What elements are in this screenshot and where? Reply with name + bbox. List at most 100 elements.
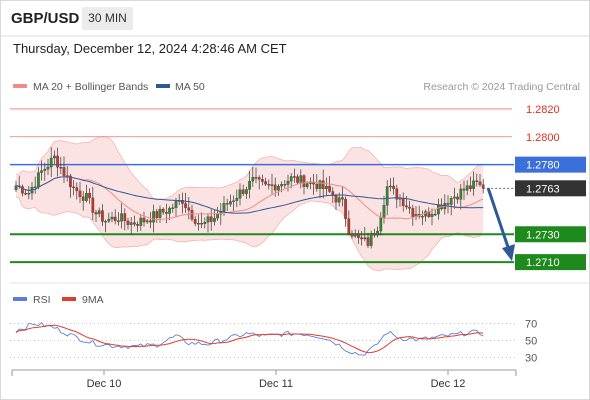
level-1-2780-label: 1.2780 — [526, 160, 560, 172]
candle-body — [325, 186, 328, 189]
candle-body — [43, 168, 47, 171]
candle-body — [110, 216, 114, 220]
candle-body — [14, 185, 18, 190]
candle-body — [161, 208, 165, 213]
candle-body — [232, 200, 235, 202]
candle-body — [97, 210, 101, 215]
candle-body — [33, 186, 37, 188]
candle-body — [168, 207, 171, 214]
candle-body — [337, 197, 341, 203]
candle-body — [453, 196, 456, 199]
candle-body — [389, 185, 392, 188]
time-label-2: Dec 12 — [431, 378, 466, 390]
rsi-tick-70: 70 — [525, 319, 537, 331]
candle-body — [40, 170, 43, 173]
candle-body — [293, 176, 296, 178]
candle-body — [353, 233, 357, 237]
bollinger-band-fill — [16, 136, 484, 271]
price-levels — [10, 108, 514, 264]
bollinger-bands — [15, 136, 484, 272]
legend-swatch-9ma — [62, 297, 76, 301]
legend-label-bollinger: MA 20 + Bollinger Bands — [33, 81, 148, 93]
candle-body — [289, 176, 293, 182]
rsi-tick-50: 50 — [525, 336, 537, 348]
candle-body — [85, 193, 88, 201]
candle-body — [264, 181, 267, 185]
candle-body — [209, 216, 213, 222]
candle-body — [222, 203, 226, 212]
candle-body — [129, 222, 133, 225]
candle-body — [261, 179, 264, 182]
level-1-2763-tag — [515, 180, 586, 197]
candle-body — [318, 180, 322, 189]
candle-body — [296, 176, 299, 183]
level-1-2710-label: 1.2710 — [526, 257, 560, 269]
candle-body — [225, 203, 229, 205]
candle-body — [149, 220, 152, 223]
candle-body — [350, 233, 354, 237]
candle-body — [56, 155, 59, 168]
candle-body — [190, 210, 194, 220]
candle-body — [392, 185, 395, 189]
candle-body — [197, 223, 200, 225]
symbol-label: GBP/USD — [11, 10, 80, 27]
candle-body — [117, 220, 120, 222]
legend-swatch-rsi — [13, 297, 27, 301]
timestamp: Thursday, December 12, 2024 4:28:46 AM C… — [13, 41, 287, 56]
candle-body — [229, 201, 232, 205]
candle-body — [433, 213, 437, 216]
candle-body — [91, 197, 95, 213]
candle-body — [366, 237, 370, 246]
price-legend: MA 20 + Bollinger Bands MA 50 — [13, 81, 205, 93]
candle-body — [305, 183, 309, 187]
candle-body — [341, 197, 344, 200]
candle-body — [193, 219, 197, 224]
candle-body — [331, 191, 335, 196]
candle-body — [46, 166, 50, 170]
candle-body — [69, 175, 72, 188]
candle-body — [369, 233, 373, 246]
candle-body — [107, 218, 111, 222]
candle-body — [328, 186, 331, 192]
candle-body — [286, 180, 290, 185]
candle-body — [385, 186, 389, 206]
candle-body — [334, 195, 338, 203]
candle-body — [187, 207, 191, 211]
candle-body — [469, 185, 472, 189]
candle-body — [113, 216, 117, 221]
candle-body — [213, 218, 216, 222]
forecast-arrow-shaft — [486, 187, 511, 251]
candle-body — [248, 181, 251, 190]
bollinger-lower — [15, 196, 484, 272]
candle-body — [257, 177, 261, 180]
candle-body — [37, 172, 40, 187]
candle-body — [481, 184, 485, 189]
candle-body — [53, 155, 56, 159]
rsi-ma-line — [15, 324, 484, 354]
candle-body — [459, 188, 463, 200]
level-labels: 1.2820 1.2800 1.2780 1.2763 1.2730 1.2710 — [515, 104, 586, 271]
candle-body — [72, 186, 75, 189]
candle-body — [315, 183, 319, 189]
legend-swatch-bollinger — [13, 84, 27, 88]
candle-body — [251, 177, 255, 182]
candle-body — [59, 167, 63, 169]
candle-body — [280, 184, 283, 187]
level-1-2820-label: 1.2820 — [526, 104, 560, 116]
legend-label-ma50: MA 50 — [175, 81, 205, 93]
source-credit: Research © 2024 Trading Central — [423, 81, 580, 93]
candle-body — [104, 221, 107, 223]
forecast-arrow — [486, 187, 515, 262]
candle-body — [299, 175, 303, 183]
candle-body — [88, 193, 91, 199]
candle-body — [101, 210, 104, 222]
legend-label-rsi: RSI — [33, 294, 51, 306]
candle-body — [245, 189, 248, 194]
rsi-line — [15, 321, 484, 356]
candle-body — [277, 185, 280, 191]
candle-body — [145, 220, 149, 223]
timeframe-badge[interactable]: 30 MIN — [82, 7, 133, 30]
candle-body — [379, 217, 383, 232]
level-1-2730-tag — [515, 226, 586, 243]
rsi-legend: RSI 9MA — [13, 294, 104, 306]
